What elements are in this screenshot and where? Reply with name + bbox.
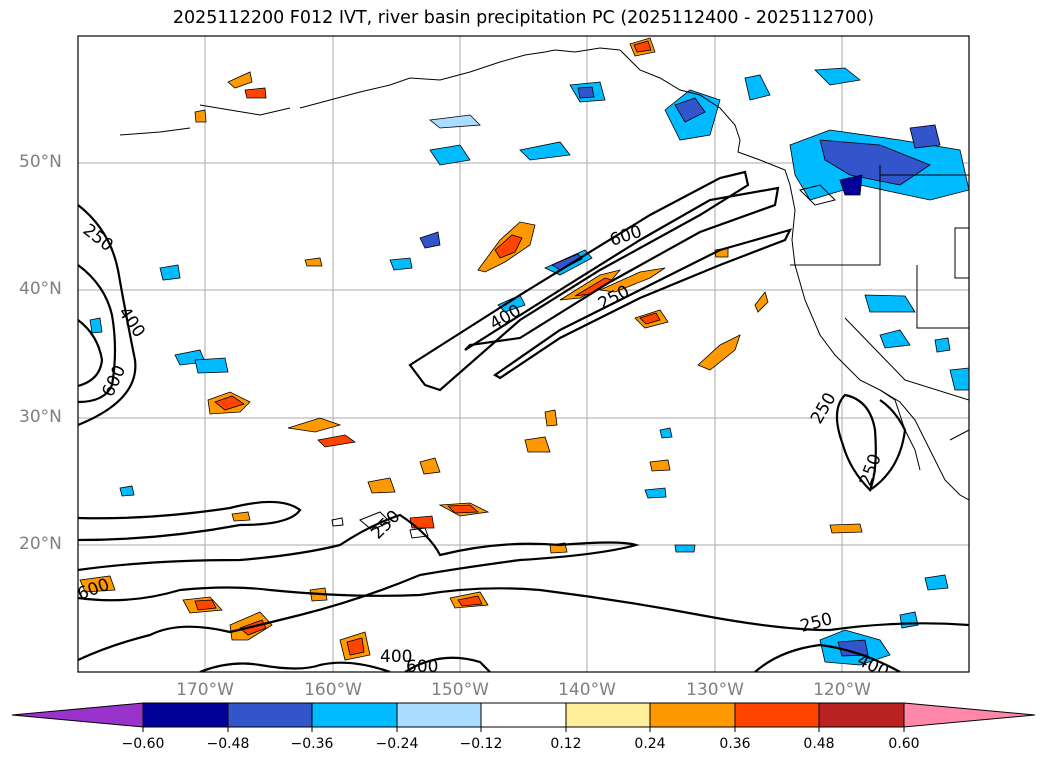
colorbar-extend-high [903,702,1036,728]
contour-label: 400 [380,647,412,667]
colorbar-tick-label: 0.60 [888,736,920,752]
contour-label: 400 [114,303,149,341]
contour-labels: 250 400 600 600 400 250 250 250 250 600 … [78,220,892,677]
colorbar-tick-label: 0.36 [719,736,751,752]
lat-label-40n: 40°N [19,279,62,299]
colorbar-tick-label: −0.48 [206,736,250,752]
colorbar-tick-label: 0.24 [634,736,666,752]
coastlines [119,47,969,539]
colorbar-tick-label: 0.12 [550,736,582,752]
colorbar-tick-label: −0.36 [290,736,334,752]
colorbar-segment [818,702,905,728]
lon-label-130w: 130°W [686,680,744,700]
lat-label-20n: 20°N [19,534,62,554]
colorbar-segment [227,702,313,728]
ivt-contours [78,170,969,672]
contour-label: 600 [406,657,438,677]
map-content: 250 400 600 600 400 250 250 250 250 600 … [78,36,969,677]
colorbar-segment [396,702,482,728]
contour-label: 250 [856,451,886,488]
colorbar-tick-label: −0.24 [375,736,419,752]
colorbar-segment [565,702,651,728]
colorbar [11,702,1036,732]
colorbar-segment [649,702,736,728]
lon-label-170w: 170°W [176,680,234,700]
contour-label: 250 [79,220,117,256]
colorbar-segment [142,702,229,728]
positive-precip-blobs [79,37,863,661]
colorbar-segment [734,702,820,728]
contour-label: 250 [807,389,841,427]
colorbar-segment [311,702,398,728]
map-title: 2025112200 F012 IVT, river basin precipi… [172,8,875,28]
map-frame [77,35,970,673]
lon-label-150w: 150°W [431,680,489,700]
negative-precip-blobs [89,67,969,666]
colorbar-tick-label: 0.48 [803,736,835,752]
lat-label-50n: 50°N [19,152,62,172]
lon-label-160w: 160°W [304,680,362,700]
colorbar-extend-low [11,702,144,728]
contour-label: 250 [367,506,404,543]
contour-label: 600 [607,222,644,251]
lat-label-30n: 30°N [19,407,62,427]
colorbar-tick-label: −0.12 [459,736,503,752]
colorbar-tick-label: −0.60 [121,736,165,752]
contour-label: 250 [798,609,835,637]
lon-label-140w: 140°W [558,680,616,700]
lon-label-120w: 120°W [813,680,871,700]
colorbar-segment [480,702,567,728]
